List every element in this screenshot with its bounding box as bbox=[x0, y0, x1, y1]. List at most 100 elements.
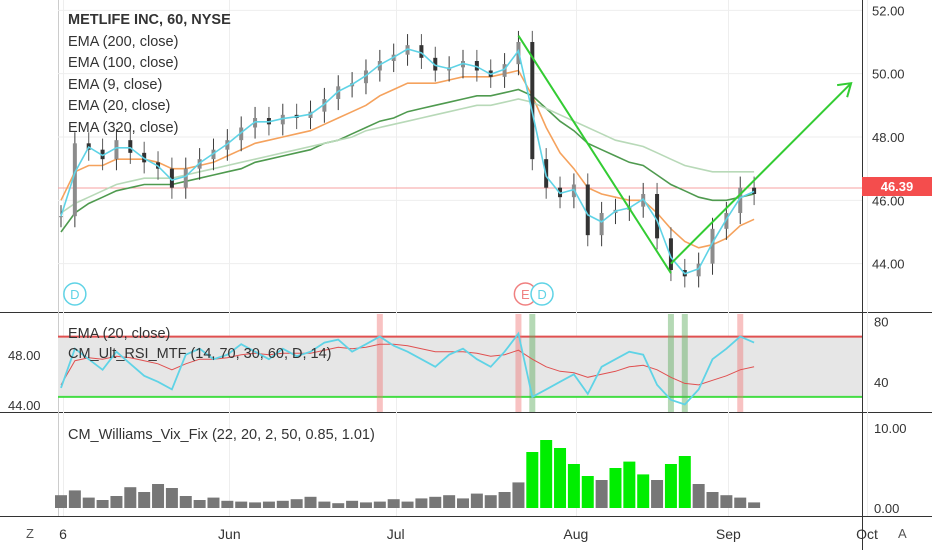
x-tick-label: Aug bbox=[563, 526, 588, 542]
x-tick-label: Jul bbox=[387, 526, 405, 542]
event-marker-label: D bbox=[537, 287, 546, 302]
vix-bar bbox=[110, 496, 123, 508]
rsi-oversold-zone bbox=[529, 314, 536, 412]
vix-bar bbox=[290, 499, 303, 508]
vix-bar bbox=[235, 501, 248, 508]
vix-bar bbox=[581, 476, 594, 508]
candle-body bbox=[336, 86, 341, 99]
candle-body bbox=[72, 143, 77, 217]
candle-body bbox=[183, 168, 188, 188]
candle-body bbox=[419, 45, 424, 58]
legend-ema320[interactable]: EMA (320, close) bbox=[68, 119, 179, 136]
vix-bar bbox=[221, 500, 234, 508]
candle-body bbox=[599, 213, 604, 236]
vix-bar bbox=[96, 500, 109, 508]
candle-body bbox=[128, 140, 133, 153]
candle-body bbox=[363, 70, 368, 84]
vix-bar bbox=[484, 495, 497, 508]
x-tick-label: Sep bbox=[716, 526, 741, 542]
legend-rsi-ema[interactable]: EMA (20, close) bbox=[68, 326, 171, 342]
vix-tick-label: 10.00 bbox=[874, 421, 907, 436]
vix-bar bbox=[651, 480, 664, 508]
vix-bar bbox=[470, 493, 483, 508]
last-price-tag: 46.39 bbox=[862, 177, 932, 196]
candle-body bbox=[738, 187, 743, 213]
vix-bar bbox=[401, 501, 414, 508]
legend-rsi[interactable]: CM_Ult_RSI_MTF (14, 70, 30, 60, D, 14) bbox=[68, 346, 332, 362]
rsi-overbought-zone bbox=[515, 314, 522, 412]
candle-body bbox=[696, 263, 701, 277]
vix-bar bbox=[82, 497, 95, 508]
candle-body bbox=[502, 64, 507, 77]
vix-bar bbox=[387, 499, 400, 508]
vix-bar bbox=[595, 480, 608, 508]
rsi-line bbox=[60, 331, 755, 406]
vix-bar bbox=[429, 496, 442, 508]
vix-legend[interactable]: CM_Williams_Vix_Fix (22, 20, 2, 50, 0.85… bbox=[68, 427, 375, 443]
legend-ema100[interactable]: EMA (100, close) bbox=[68, 55, 179, 71]
rsi-ema-line bbox=[60, 343, 755, 386]
event-marker-label: D bbox=[70, 287, 79, 302]
rsi-left-tick-label: 44.00 bbox=[8, 398, 41, 413]
candle-body bbox=[433, 57, 438, 71]
legend-ema9[interactable]: EMA (9, close) bbox=[68, 76, 163, 93]
price-tick-label: 50.00 bbox=[872, 67, 905, 82]
vix-bar bbox=[332, 503, 345, 508]
symbol-title[interactable]: METLIFE INC, 60, NYSE bbox=[68, 12, 231, 28]
event-marker-label: E bbox=[521, 287, 530, 302]
vix-bar bbox=[346, 500, 359, 508]
event-marker bbox=[530, 282, 554, 306]
candle-body bbox=[474, 61, 479, 71]
candle-body bbox=[59, 216, 63, 218]
vix-bar bbox=[443, 495, 456, 508]
vix-bar bbox=[179, 496, 192, 508]
vix-bar bbox=[678, 456, 691, 508]
rsi-tick-label: 40 bbox=[874, 375, 888, 390]
vix-bar bbox=[262, 501, 275, 508]
vix-bar bbox=[124, 487, 137, 508]
price-tick-label: 44.00 bbox=[872, 257, 905, 272]
vix-bar bbox=[748, 502, 761, 508]
vix-tick-label: 0.00 bbox=[874, 501, 899, 516]
price-tick-label: 48.00 bbox=[872, 130, 905, 145]
legend-ema200[interactable]: EMA (200, close) bbox=[68, 33, 179, 50]
vix-bar bbox=[540, 440, 553, 508]
candle-body bbox=[322, 99, 327, 112]
rsi-pane bbox=[58, 314, 862, 412]
x-tick-label: 6 bbox=[59, 526, 67, 542]
legend-ema20[interactable]: EMA (20, close) bbox=[68, 98, 171, 114]
vix-bar bbox=[720, 495, 733, 508]
vix-bar bbox=[609, 468, 622, 508]
axes: 52.00 50.00 48.00 46.00 44.00 80 40 48.00 44.00 1… bbox=[8, 3, 907, 542]
vix-bar bbox=[276, 500, 289, 508]
vix-bar bbox=[664, 464, 677, 508]
vix-bar bbox=[68, 490, 81, 508]
vix-bar bbox=[207, 497, 220, 508]
vix-bar bbox=[567, 464, 580, 508]
vix-bar bbox=[623, 461, 636, 508]
candle-body bbox=[100, 149, 105, 160]
vix-bar bbox=[318, 501, 331, 508]
auto-scale-button[interactable]: A bbox=[898, 526, 907, 541]
vix-bar bbox=[457, 498, 469, 508]
vix-bar bbox=[304, 496, 317, 508]
vix-bar bbox=[734, 497, 747, 508]
ema-line-1 bbox=[60, 69, 755, 249]
price-tick-label: 46.00 bbox=[872, 193, 905, 208]
event-marker bbox=[63, 282, 87, 306]
candle-body bbox=[655, 194, 660, 239]
candle-body bbox=[530, 42, 535, 160]
x-tick-label: Oct bbox=[856, 526, 878, 542]
rsi-overbought-zone bbox=[376, 314, 383, 412]
vix-bar bbox=[55, 495, 67, 508]
rsi-tick-label: 80 bbox=[874, 315, 888, 330]
timezone-button[interactable]: Z bbox=[26, 526, 34, 541]
candle-body bbox=[724, 213, 729, 229]
trend-arrow-head bbox=[836, 81, 853, 98]
vix-bar bbox=[512, 482, 525, 508]
candle-body bbox=[169, 168, 174, 188]
